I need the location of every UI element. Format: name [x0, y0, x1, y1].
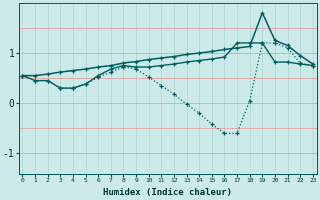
X-axis label: Humidex (Indice chaleur): Humidex (Indice chaleur) [103, 188, 232, 197]
